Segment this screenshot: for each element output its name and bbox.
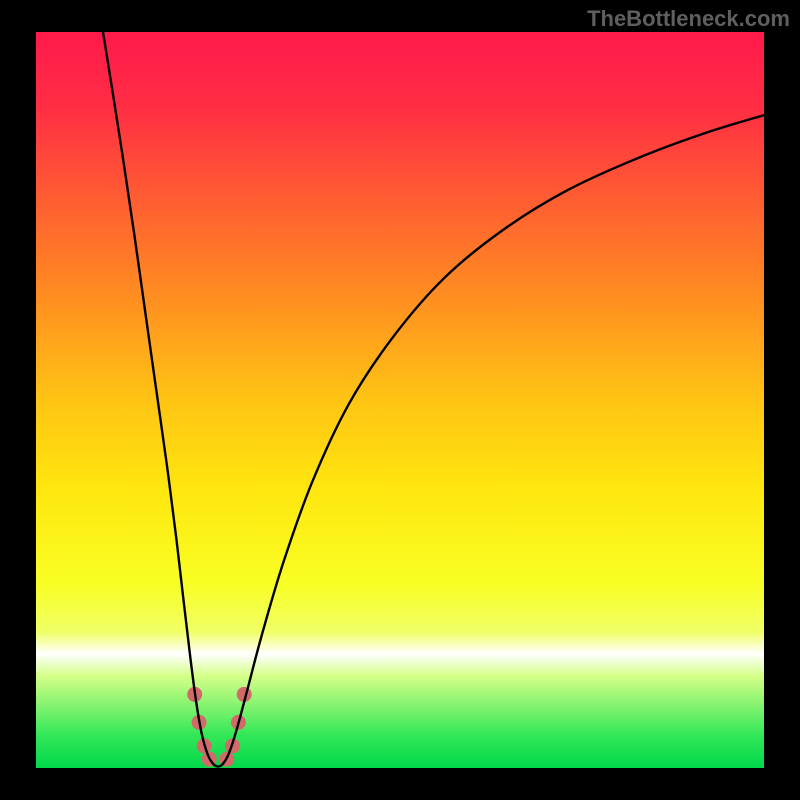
plot-gradient-background	[36, 32, 764, 768]
source-watermark: TheBottleneck.com	[587, 6, 790, 32]
bottleneck-curve-chart	[0, 0, 800, 800]
stage: TheBottleneck.com	[0, 0, 800, 800]
